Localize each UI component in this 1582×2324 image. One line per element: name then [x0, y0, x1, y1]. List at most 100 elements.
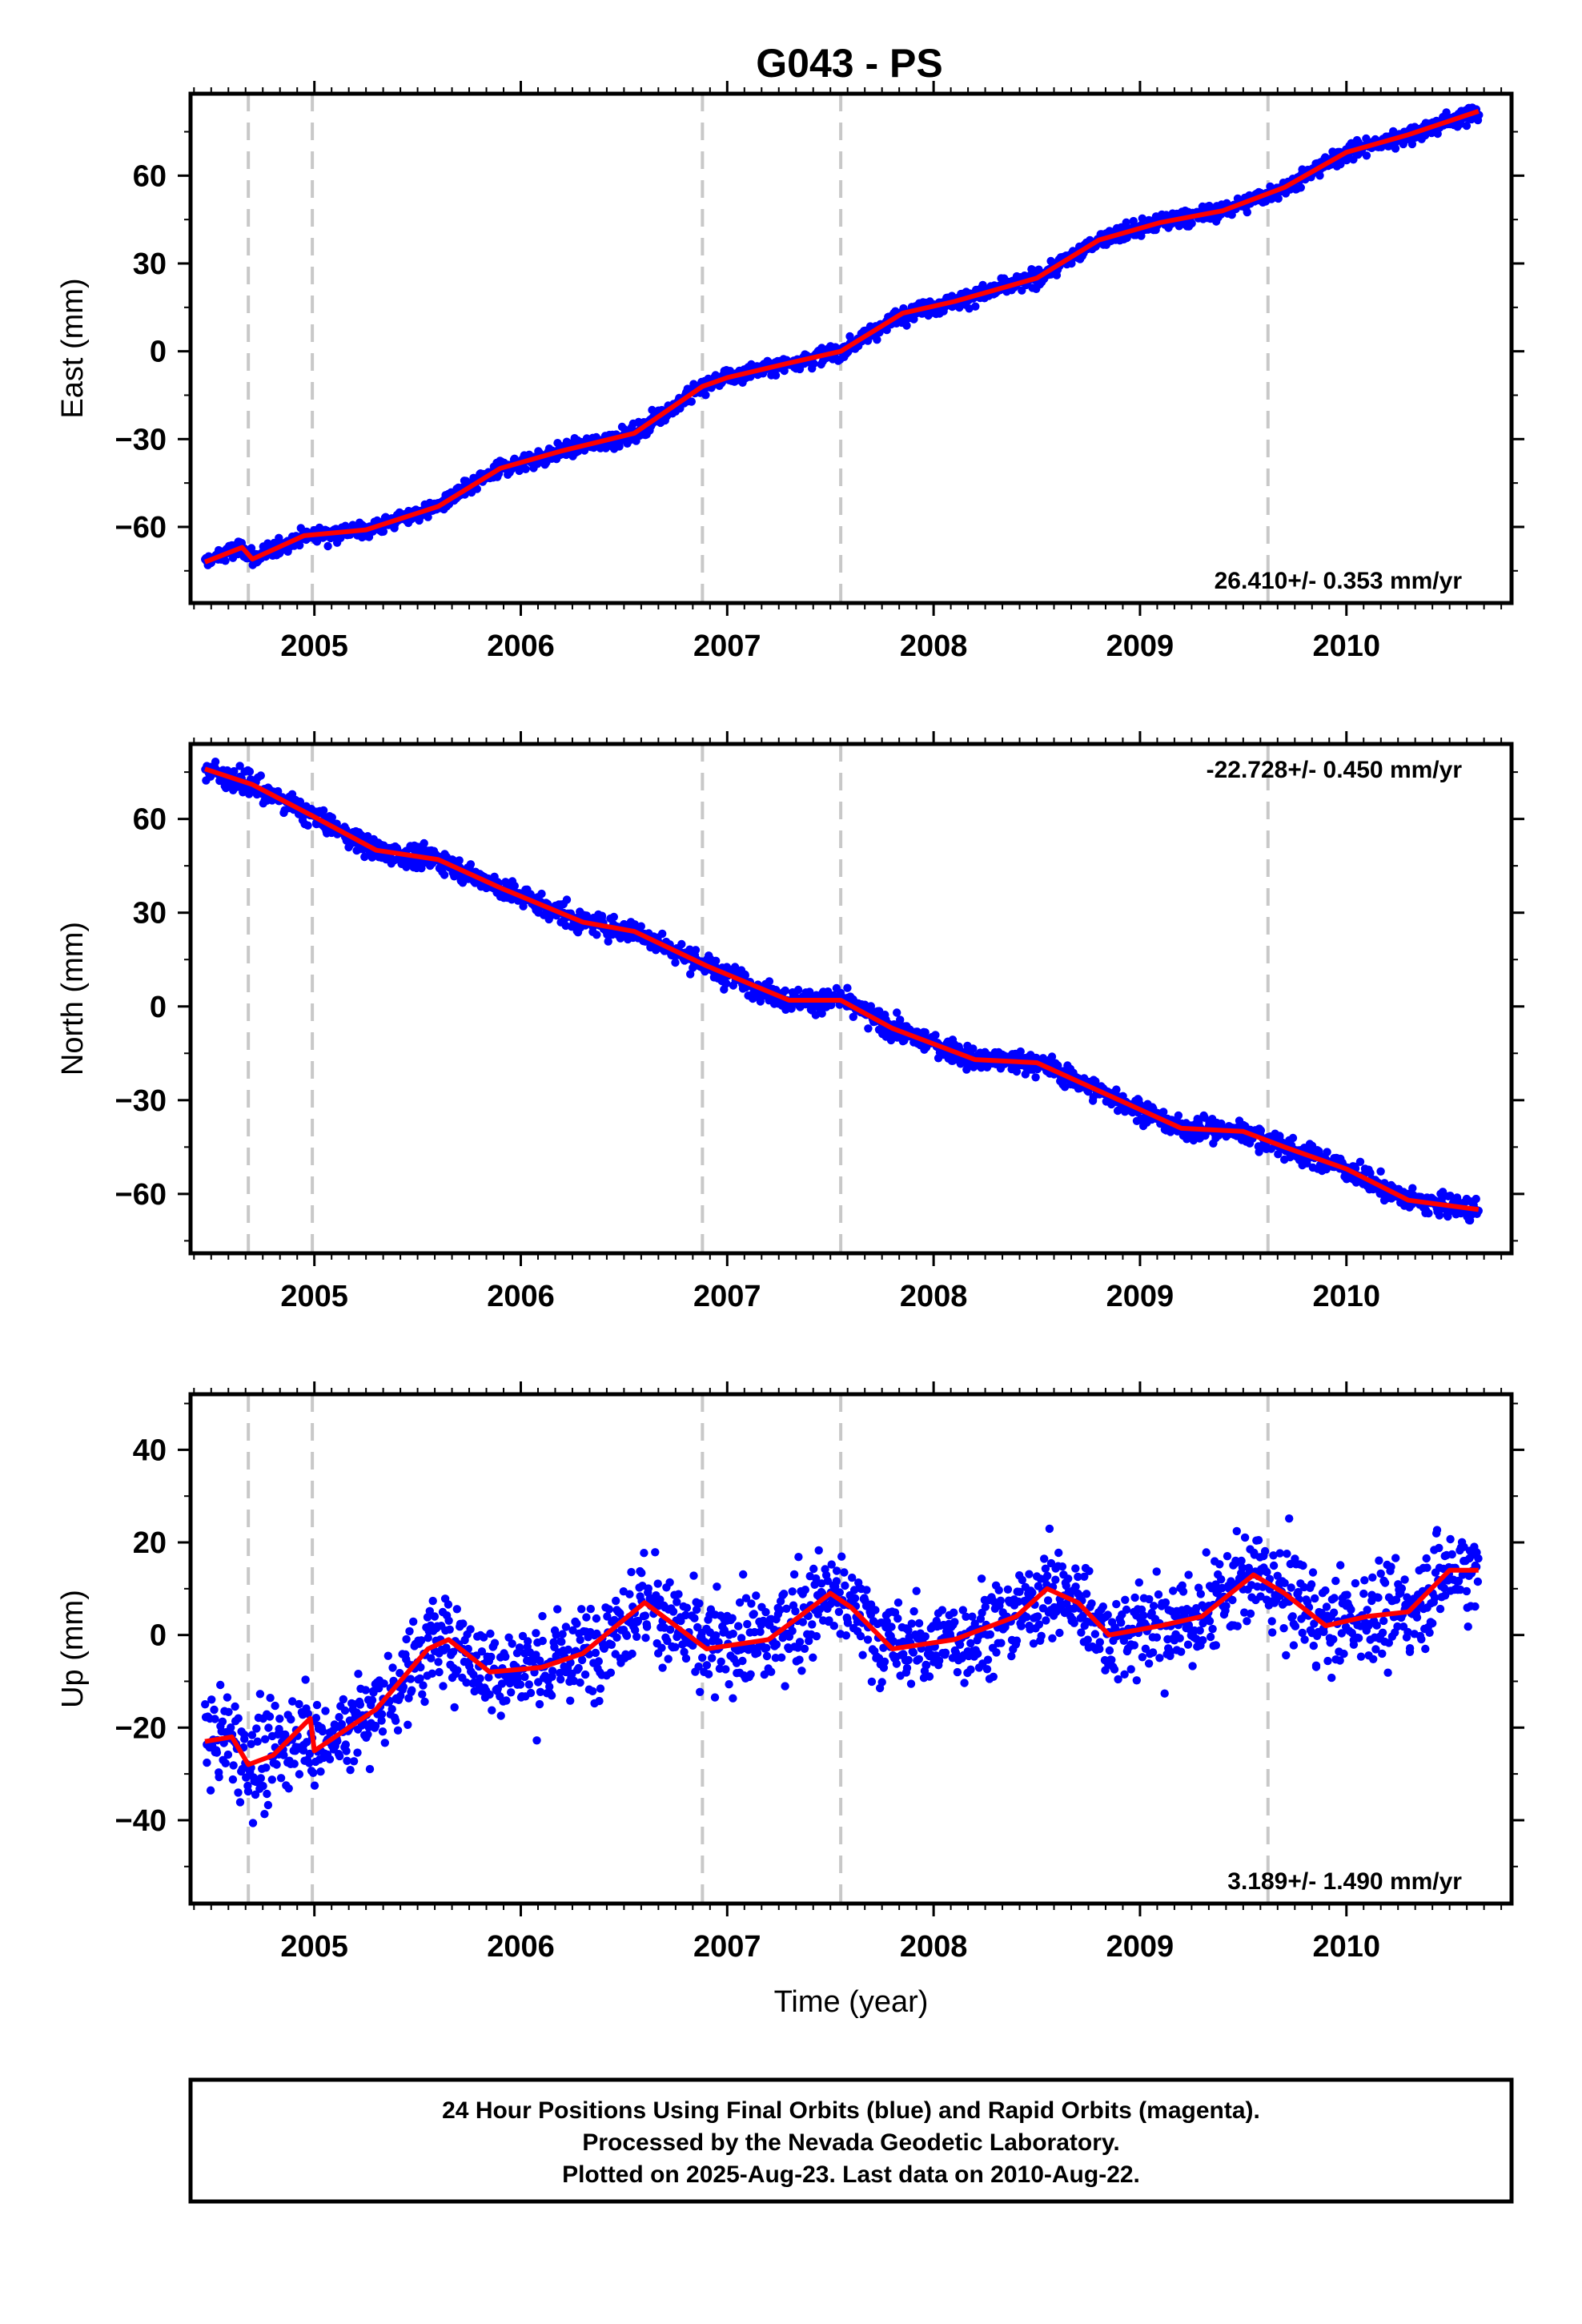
data-point [682, 1603, 692, 1612]
data-point [1178, 1587, 1188, 1596]
data-point [904, 1626, 913, 1635]
data-point [779, 1590, 789, 1598]
data-point [256, 771, 265, 780]
data-point [247, 1731, 257, 1739]
data-point [882, 1617, 891, 1626]
data-point [259, 1782, 267, 1791]
data-point [867, 1677, 877, 1687]
data-point [545, 1683, 554, 1691]
data-point [735, 1598, 745, 1607]
data-point [1152, 1567, 1161, 1576]
data-point [516, 1680, 525, 1689]
data-point [212, 1748, 222, 1757]
data-point [950, 1608, 958, 1617]
data-point [1299, 1561, 1307, 1570]
data-point [642, 1622, 652, 1631]
data-point [577, 1605, 586, 1614]
data-point [428, 1596, 437, 1606]
data-point [941, 1648, 950, 1657]
data-point [231, 1702, 239, 1711]
data-point [279, 1751, 288, 1759]
north-model-line [204, 766, 1480, 1212]
data-point [1169, 1586, 1178, 1595]
data-point [690, 1614, 699, 1622]
data-point [1269, 1561, 1279, 1570]
data-point [476, 1674, 484, 1683]
data-point [586, 1604, 595, 1614]
data-point [1110, 1665, 1119, 1674]
data-point [1238, 1563, 1247, 1573]
data-point [665, 1578, 674, 1587]
data-point [760, 1670, 769, 1679]
data-point [671, 958, 680, 967]
data-point [1192, 1634, 1201, 1643]
data-point [1029, 1639, 1038, 1648]
data-point [971, 302, 980, 311]
data-point [974, 1649, 982, 1659]
data-point [772, 1640, 781, 1649]
data-point [1025, 1570, 1034, 1578]
data-point [968, 1612, 977, 1621]
data-point [1275, 1549, 1284, 1558]
data-point [880, 1657, 889, 1667]
data-point [576, 1635, 584, 1644]
data-point [677, 939, 686, 949]
data-point [1130, 1593, 1139, 1602]
data-point [702, 1661, 712, 1670]
y-tick-label: −60 [115, 511, 167, 545]
data-point [1289, 1641, 1299, 1650]
data-point [216, 1680, 225, 1690]
data-point [234, 1714, 243, 1723]
data-point [536, 1687, 545, 1696]
data-point [712, 956, 721, 966]
data-point [882, 325, 891, 335]
data-point [887, 1622, 896, 1631]
data-point [1202, 1548, 1211, 1557]
data-point [1139, 1611, 1148, 1620]
data-point [434, 1658, 443, 1667]
x-tick-label: 2010 [1312, 629, 1380, 663]
data-point [1223, 1552, 1232, 1561]
data-point [827, 1560, 836, 1569]
data-point [1080, 1572, 1089, 1582]
data-point [510, 882, 519, 891]
data-point [841, 1581, 849, 1590]
data-point [969, 1044, 978, 1053]
y-tick-label: 30 [133, 247, 167, 281]
data-point [762, 1651, 772, 1661]
data-point [396, 1669, 404, 1678]
data-point [1018, 1575, 1027, 1585]
data-point [548, 1672, 556, 1681]
data-point [346, 1766, 355, 1775]
data-point [342, 1747, 351, 1755]
data-point [227, 1723, 235, 1732]
data-point [406, 1675, 416, 1683]
data-point [594, 1657, 603, 1666]
data-point [637, 1569, 646, 1578]
data-point [914, 1655, 924, 1663]
data-point [263, 1800, 273, 1810]
chart-title: G043 - PS [756, 41, 942, 86]
data-point [1246, 1609, 1255, 1618]
data-point [416, 1663, 425, 1672]
data-point [962, 1065, 971, 1074]
data-point [689, 1571, 698, 1580]
data-point [1051, 1575, 1060, 1584]
data-point [1240, 1608, 1249, 1617]
data-point [472, 485, 481, 493]
data-point [722, 979, 731, 988]
data-point [728, 1614, 737, 1622]
data-point [418, 1690, 427, 1699]
data-point [363, 1730, 372, 1739]
data-point [1183, 1640, 1193, 1649]
data-point [1122, 1605, 1131, 1614]
data-point [210, 1705, 219, 1715]
data-point [582, 1613, 591, 1622]
data-point [488, 1706, 496, 1715]
data-point [387, 1705, 396, 1714]
data-point [982, 1665, 992, 1674]
data-point [805, 1636, 813, 1646]
data-point [1007, 1651, 1016, 1661]
x-tick-label: 2007 [693, 1280, 761, 1313]
data-point [1196, 1590, 1206, 1598]
